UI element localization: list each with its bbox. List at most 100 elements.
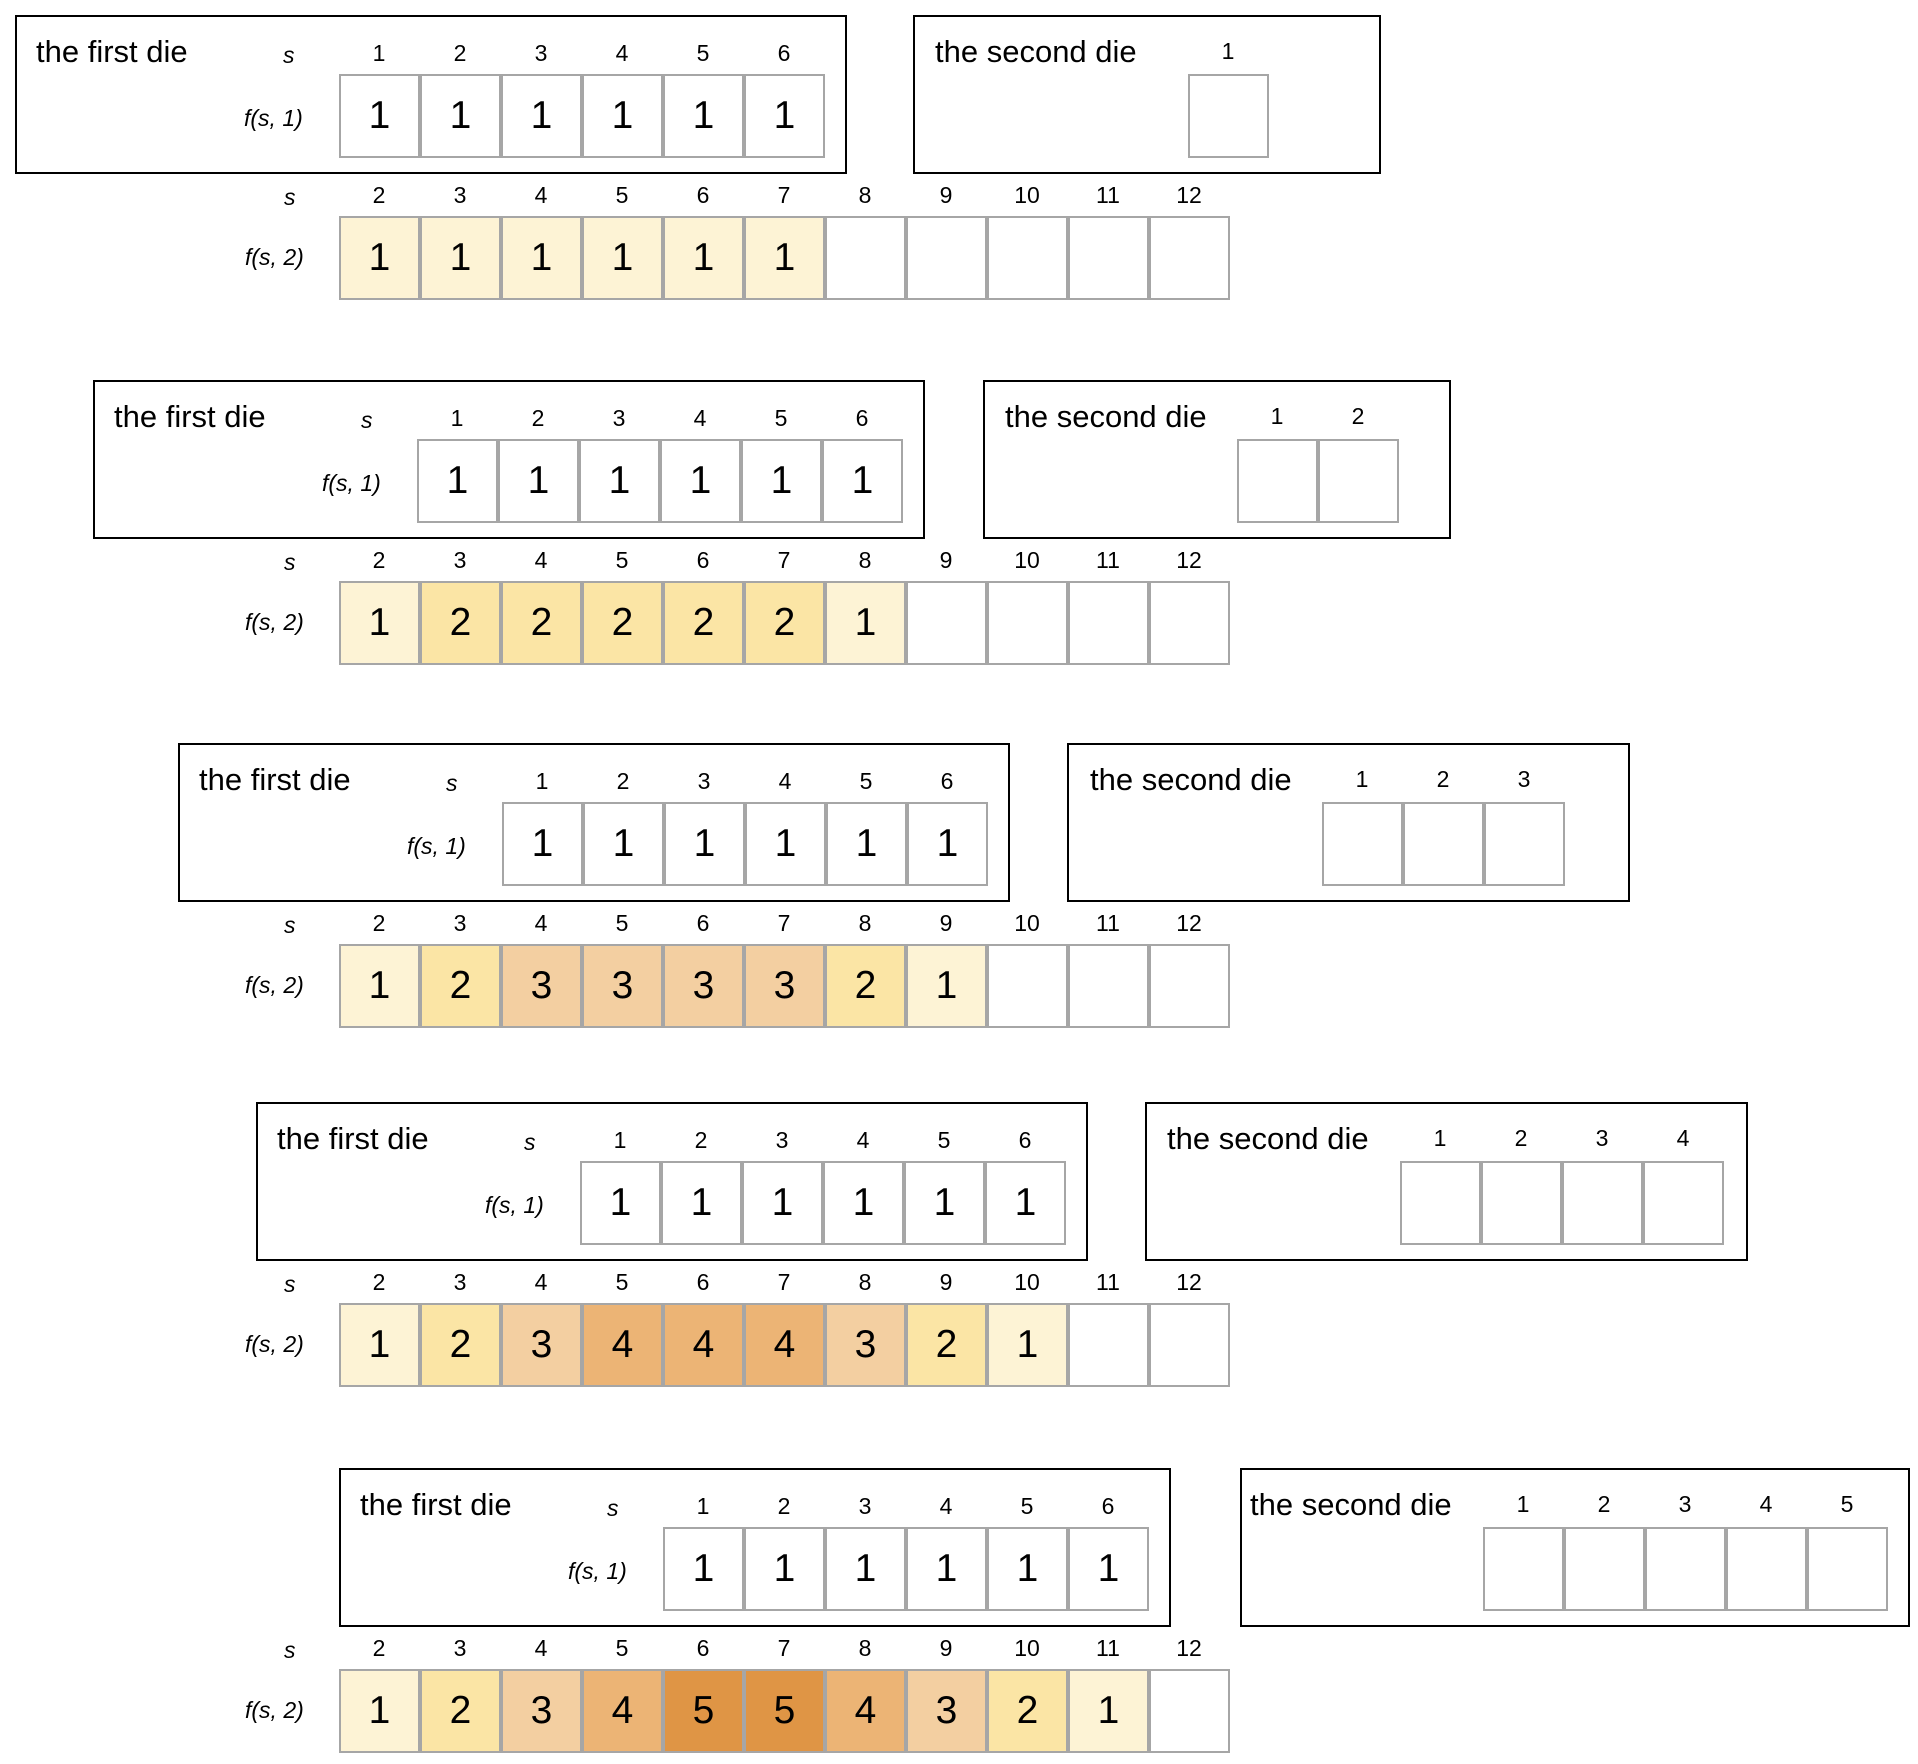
first-die-s-value: 4	[615, 40, 629, 66]
f1-label: f(s, 1)	[407, 833, 466, 859]
second-die-s-value: 1	[1270, 403, 1284, 429]
sum-s-value: 7	[777, 1635, 791, 1661]
sum-cell	[1068, 581, 1149, 665]
s-label: s	[607, 1495, 619, 1521]
first-die-s-value: 6	[940, 768, 954, 794]
first-die-cell: 1	[906, 1527, 987, 1611]
sum-cell	[906, 581, 987, 665]
sum-cell: 4	[825, 1669, 906, 1753]
first-die-cell: 1	[498, 439, 579, 523]
sum-cell: 1	[339, 1669, 420, 1753]
first-die-s-value: 2	[531, 405, 545, 431]
sum-cell	[906, 216, 987, 300]
second-die-cell	[1483, 1527, 1564, 1611]
sum-s-value: 11	[1096, 1269, 1120, 1295]
sum-s-value: 12	[1176, 1635, 1202, 1661]
first-die-s-value: 3	[534, 40, 548, 66]
sum-cell: 5	[663, 1669, 744, 1753]
sum-s-value: 7	[777, 182, 791, 208]
second-die-title: the second die	[1005, 399, 1207, 434]
sum-s-value: 2	[372, 1269, 386, 1295]
second-die-title: the second die	[1250, 1487, 1452, 1522]
second-die-s-value: 2	[1351, 403, 1365, 429]
sum-cell: 4	[744, 1303, 825, 1387]
sum-s-value: 7	[777, 547, 791, 573]
first-die-s-value: 1	[613, 1127, 627, 1153]
sum-s-value: 4	[534, 182, 548, 208]
second-die-cell	[1237, 439, 1318, 523]
sum-cell: 1	[825, 581, 906, 665]
sum-cell: 3	[582, 944, 663, 1028]
sum-s-value: 3	[453, 1269, 467, 1295]
sum-s-value: 8	[858, 910, 872, 936]
first-die-s-value: 6	[855, 405, 869, 431]
s-label: s	[284, 1637, 296, 1663]
sum-s-value: 6	[696, 1635, 710, 1661]
sum-s-value: 12	[1176, 910, 1202, 936]
sum-cell	[987, 216, 1068, 300]
first-die-cell: 1	[745, 802, 826, 886]
second-die-s-value: 2	[1514, 1125, 1528, 1151]
sum-s-value: 8	[858, 1269, 872, 1295]
sum-s-value: 11	[1096, 1635, 1120, 1661]
second-die-title: the second die	[1090, 762, 1292, 797]
second-die-cell	[1643, 1161, 1724, 1245]
first-die-s-value: 6	[777, 40, 791, 66]
first-die-s-value: 1	[450, 405, 464, 431]
sum-cell	[1149, 944, 1230, 1028]
first-die-s-value: 5	[859, 768, 873, 794]
second-die-cell	[1484, 802, 1565, 886]
s-label: s	[284, 1271, 296, 1297]
second-die-cell	[1188, 74, 1269, 158]
sum-s-value: 9	[939, 910, 953, 936]
sum-s-value: 2	[372, 182, 386, 208]
sum-s-value: 12	[1176, 547, 1202, 573]
second-die-s-value: 3	[1595, 1125, 1609, 1151]
sum-cell: 2	[663, 581, 744, 665]
sum-s-value: 7	[777, 1269, 791, 1295]
sum-s-value: 11	[1096, 910, 1120, 936]
first-die-s-value: 5	[1020, 1493, 1034, 1519]
f1-label: f(s, 1)	[568, 1558, 627, 1584]
sum-s-value: 3	[453, 547, 467, 573]
sum-cell: 3	[501, 1303, 582, 1387]
sum-cell: 2	[501, 581, 582, 665]
sum-s-value: 6	[696, 910, 710, 936]
first-die-cell: 1	[987, 1527, 1068, 1611]
first-die-s-value: 1	[372, 40, 386, 66]
sum-s-value: 5	[615, 1269, 629, 1295]
first-die-cell: 1	[744, 74, 825, 158]
second-die-s-value: 3	[1517, 766, 1531, 792]
sum-s-value: 10	[1014, 910, 1040, 936]
first-die-s-value: 4	[778, 768, 792, 794]
first-die-cell: 1	[904, 1161, 985, 1245]
sum-s-value: 6	[696, 1269, 710, 1295]
second-die-cell	[1318, 439, 1399, 523]
f1-label: f(s, 1)	[244, 105, 303, 131]
s-label: s	[284, 184, 296, 210]
second-die-cell	[1322, 802, 1403, 886]
second-die-cell	[1645, 1527, 1726, 1611]
sum-cell: 3	[663, 944, 744, 1028]
second-die-s-value: 1	[1355, 766, 1369, 792]
sum-s-value: 11	[1096, 182, 1120, 208]
second-die-s-value: 5	[1840, 1491, 1854, 1517]
sum-s-value: 3	[453, 910, 467, 936]
sum-s-value: 8	[858, 1635, 872, 1661]
sum-cell	[1068, 1303, 1149, 1387]
sum-cell: 5	[744, 1669, 825, 1753]
s-label: s	[283, 42, 295, 68]
sum-s-value: 5	[615, 182, 629, 208]
sum-s-value: 9	[939, 1269, 953, 1295]
sum-s-value: 2	[372, 910, 386, 936]
first-die-title: the first die	[360, 1487, 512, 1522]
sum-cell	[825, 216, 906, 300]
sum-cell: 2	[420, 1303, 501, 1387]
sum-cell: 1	[339, 581, 420, 665]
sum-cell: 2	[906, 1303, 987, 1387]
first-die-s-value: 6	[1018, 1127, 1032, 1153]
first-die-cell: 1	[744, 1527, 825, 1611]
first-die-cell: 1	[583, 802, 664, 886]
first-die-title: the first die	[199, 762, 351, 797]
